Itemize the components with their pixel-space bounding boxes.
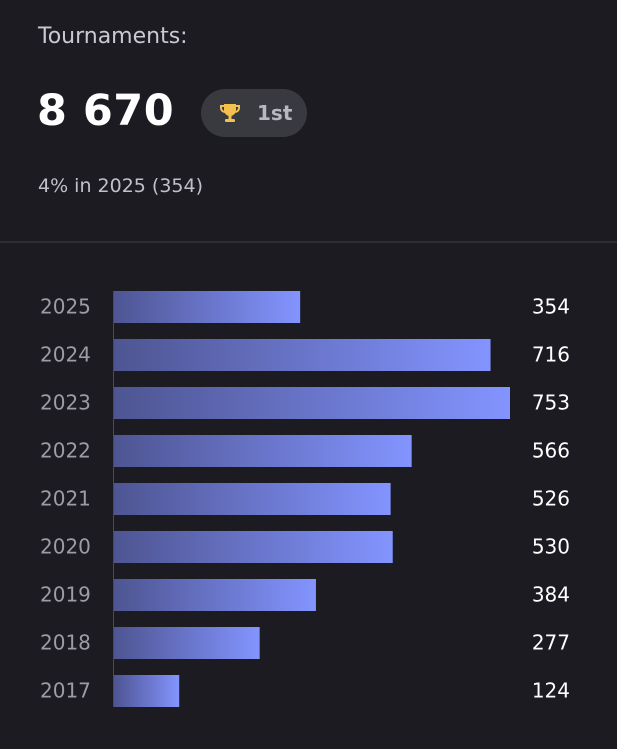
y-tick-label: 2025 [40,295,91,319]
bar [114,675,180,707]
value-label: 530 [532,535,570,559]
rank-text: 1st [257,101,293,125]
y-tick-label: 2021 [40,487,91,511]
value-label: 277 [532,631,570,655]
y-tick-label: 2018 [40,631,91,655]
value-label: 384 [532,583,570,607]
value-label: 753 [532,391,570,415]
total: 8 670 [37,86,175,136]
bar [114,531,393,563]
rank-badge: 1st [201,89,307,137]
value-label: 354 [532,295,570,319]
y-tick-label: 2024 [40,343,91,367]
bar [114,579,316,611]
y-tick-label: 2023 [40,391,91,415]
bar [114,483,391,515]
title: Tournaments: [38,24,188,49]
y-tick-label: 2019 [40,583,91,607]
subtitle: 4% in 2025 (354) [38,175,204,197]
divider [0,241,617,243]
bar [114,387,510,419]
bar [114,435,412,467]
y-tick-label: 2022 [40,439,91,463]
value-label: 566 [532,439,570,463]
y-tick-label: 2020 [40,535,91,559]
value-label: 716 [532,343,570,367]
bar [114,627,260,659]
bar [114,291,301,323]
trophy-icon [220,104,240,122]
bar [114,339,491,371]
value-label: 526 [532,487,570,511]
chart: 2025 354 2024 716 2023 753 2022 566 2021 526 2020 5… [40,291,570,707]
value-label: 124 [532,679,570,703]
y-tick-label: 2017 [40,679,91,703]
